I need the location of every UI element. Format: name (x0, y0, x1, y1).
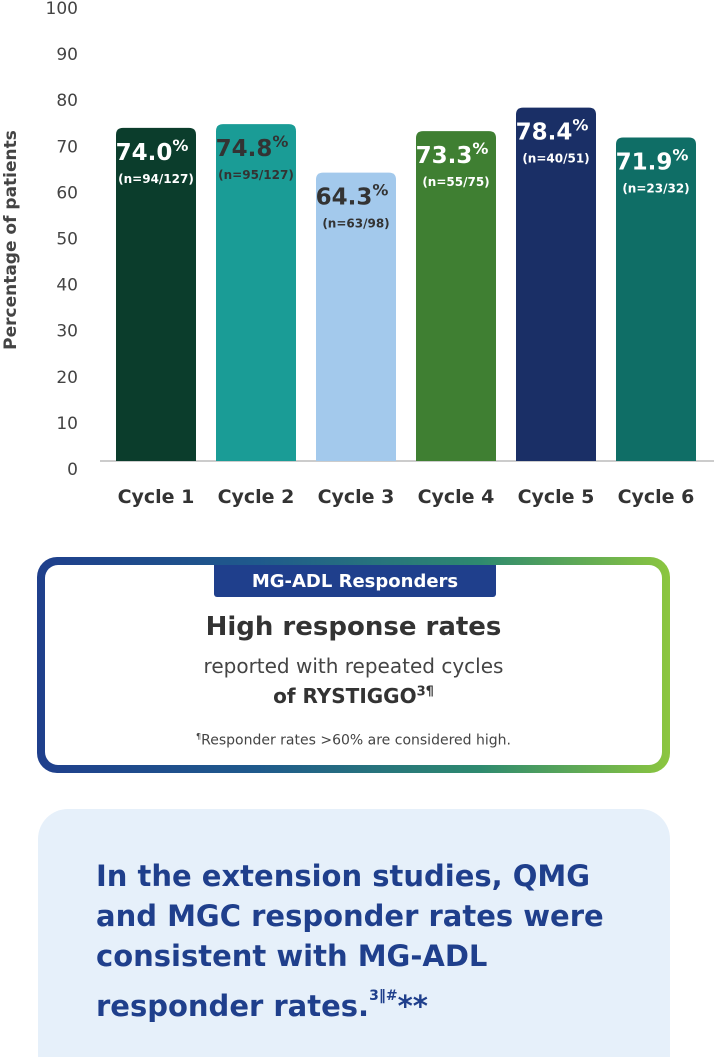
bar-cycle-5 (516, 107, 596, 462)
y-tick-label: 60 (56, 183, 78, 203)
bar-value-label: 74.8% (216, 132, 289, 162)
x-axis: Cycle 1 Cycle 2 Cycle 3 Cycle 4 Cycle 5 Cycle… (118, 486, 695, 508)
callout-body: In the extension studies, QMG and MGC re… (96, 859, 604, 1023)
card-subtitle: reported with repeated cycles (203, 654, 504, 678)
footnote-mark: ¶ (196, 732, 202, 741)
y-tick-label: 40 (56, 276, 78, 296)
card-product-ref: 3¶ (416, 684, 434, 700)
bar-value-label: 71.9% (616, 146, 689, 176)
card-footnote: ¶Responder rates >60% are considered hig… (37, 732, 670, 749)
bar-cycle-6 (616, 137, 696, 461)
x-tick-label: Cycle 4 (418, 486, 495, 508)
bar-n-label: (n=94/127) (118, 172, 194, 186)
bar-value-label: 74.0% (116, 136, 189, 166)
y-tick-label: 90 (56, 45, 78, 65)
y-tick-label: 0 (67, 460, 78, 480)
card-product-line: of RYSTIGGO3¶ (37, 684, 670, 708)
callout-stars: ** (397, 989, 428, 1023)
x-tick-label: Cycle 6 (618, 486, 695, 508)
card-title: High response rates (205, 612, 502, 642)
y-tick-label: 10 (56, 414, 78, 434)
bar-value-label: 78.4% (516, 116, 589, 146)
y-tick-label: 100 (46, 0, 78, 19)
bar-cycle-4 (416, 131, 496, 461)
bar-chart: 0 10 20 30 40 50 60 70 80 90 100 Percentage of pat… (1, 0, 714, 508)
callout-text: In the extension studies, QMG and MGC re… (96, 856, 636, 1026)
y-axis: 0 10 20 30 40 50 60 70 80 90 100 (46, 0, 78, 480)
y-tick-label: 70 (56, 137, 78, 157)
bar-value-label: 73.3% (416, 139, 489, 169)
y-tick-label: 80 (56, 91, 78, 111)
bar-n-label: (n=23/32) (622, 182, 689, 196)
x-tick-label: Cycle 2 (218, 486, 295, 508)
bar-n-label: (n=55/75) (422, 175, 489, 189)
extension-callout (38, 809, 670, 1057)
bar-n-label: (n=95/127) (218, 168, 294, 182)
bar-n-label: (n=40/51) (522, 152, 589, 166)
responders-card-body (45, 565, 662, 765)
y-tick-label: 30 (56, 322, 78, 342)
bar-cycle-3 (316, 172, 396, 461)
bars: 74.0% (n=94/127) 74.8% (n=95/127) 64.3% (n=63… (116, 107, 696, 462)
bar-cycle-1 (116, 127, 196, 462)
bar-cycle-2 (216, 124, 296, 461)
y-tick-label: 50 (56, 230, 78, 250)
bar-value-label: 64.3% (316, 181, 389, 211)
x-tick-label: Cycle 1 (118, 486, 195, 508)
y-tick-label: 20 (56, 368, 78, 388)
callout-ref: 3‖# (369, 988, 398, 1004)
x-tick-label: Cycle 5 (518, 486, 595, 508)
x-tick-label: Cycle 3 (318, 486, 395, 508)
footnote-text: Responder rates >60% are considered high… (201, 732, 511, 749)
card-product-text: of RYSTIGGO (273, 684, 417, 708)
y-axis-label: Percentage of patients (1, 130, 21, 350)
bar-n-label: (n=63/98) (322, 217, 389, 231)
responders-tab: MG-ADL Responders (214, 565, 496, 597)
